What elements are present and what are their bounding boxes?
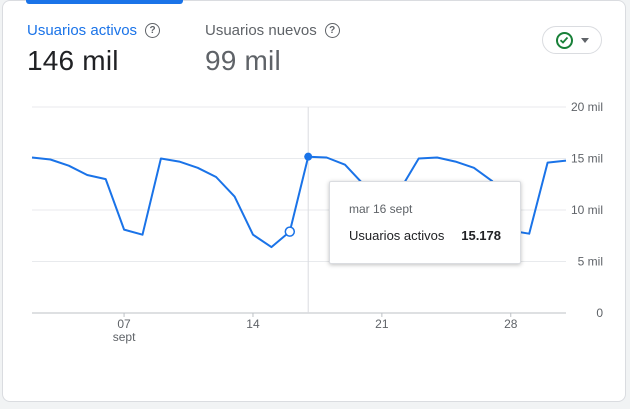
help-circle-icon[interactable]: ? (145, 23, 161, 38)
y-tick-label: 0 (596, 306, 603, 320)
tooltip-date: mar 16 sept (349, 202, 413, 216)
metrics-card (2, 0, 626, 402)
metric-new-value: 99 mil (205, 45, 281, 76)
x-tick-label: 07 (117, 317, 131, 331)
x-tick-sublabel: sept (113, 330, 136, 344)
tooltip-value: 15.178 (461, 228, 501, 243)
series-line-usuarios-activos (31, 155, 567, 249)
metric-active-label: Usuarios activos (27, 22, 138, 39)
caret-down-icon (580, 37, 589, 43)
y-tick-label: 15 mil (571, 152, 603, 166)
x-tick-label: 14 (246, 317, 260, 331)
x-tick-label: 28 (504, 317, 518, 331)
chart-tooltip: mar 16 sept Usuarios activos 15.178 (329, 181, 521, 264)
active-tab-indicator (26, 0, 183, 4)
metric-tab-new-users[interactable]: Usuarios nuevos ? 99 mil (205, 22, 340, 77)
metric-tab-active-users[interactable]: Usuarios activos ? 146 mil (27, 22, 161, 77)
y-tick-label: 10 mil (571, 203, 603, 217)
y-tick-label: 5 mil (578, 255, 603, 269)
help-circle-icon[interactable]: ? (324, 23, 340, 38)
y-tick-label: 20 mil (571, 100, 603, 114)
tooltip-series-label: Usuarios activos (349, 228, 445, 243)
metric-active-value: 146 mil (27, 45, 119, 76)
metric-new-label: Usuarios nuevos (205, 22, 317, 39)
x-tick-label: 21 (375, 317, 389, 331)
data-point-marker-hollow (284, 226, 296, 237)
data-point-marker-highlighted (304, 152, 313, 161)
check-circle-icon (555, 31, 573, 49)
status-dropdown-button[interactable] (542, 26, 602, 54)
